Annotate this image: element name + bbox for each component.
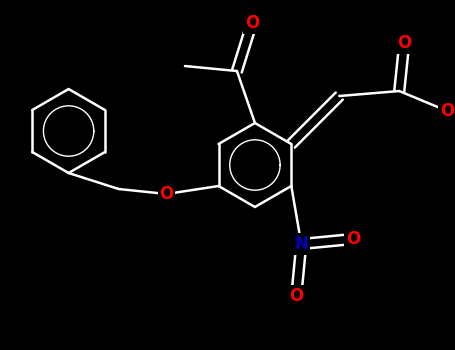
Text: O: O <box>440 102 455 120</box>
Text: O: O <box>245 14 259 32</box>
Text: O: O <box>289 287 303 305</box>
Text: O: O <box>346 230 360 248</box>
Text: N: N <box>294 235 308 253</box>
Text: O: O <box>397 34 411 52</box>
Text: O: O <box>159 185 174 203</box>
